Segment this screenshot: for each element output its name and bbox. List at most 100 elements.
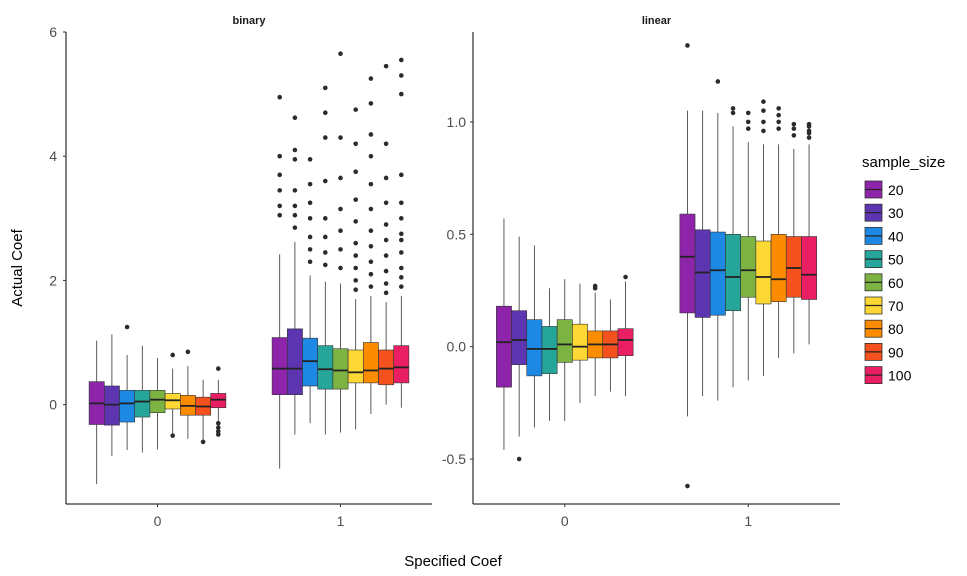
outlier-point [216, 432, 221, 437]
outlier-point [170, 433, 175, 438]
legend-label: 90 [888, 344, 904, 360]
outlier-point [338, 135, 343, 140]
outlier-point [338, 228, 343, 234]
legend-label: 50 [888, 252, 904, 268]
y-tick-label: 0 [49, 397, 57, 413]
legend-items: 20 30 40 50 60 70 80 90 100 [864, 180, 912, 385]
box-body [332, 348, 349, 390]
outlier-point [399, 231, 404, 237]
outlier-point [277, 212, 283, 218]
box-body [740, 236, 757, 298]
box-1-60 [740, 110, 757, 381]
box-body [302, 337, 318, 387]
outlier-point [368, 259, 374, 265]
box-1-90 [378, 63, 394, 405]
outlier-point [185, 349, 191, 355]
panel-binary: binary 0 2 4 6 0 1 [49, 15, 432, 529]
box-body [393, 345, 410, 384]
outlier-point [353, 169, 359, 175]
x-tick-label: 1 [744, 513, 752, 529]
box-body [785, 236, 802, 298]
legend-item-100: 100 [864, 366, 912, 385]
outlier-point [307, 247, 313, 252]
box-body [286, 328, 303, 395]
box-0-60 [556, 279, 573, 421]
box-0-90 [195, 379, 211, 445]
outlier-point [745, 119, 751, 125]
box-body [556, 319, 573, 363]
outlier-point [323, 262, 328, 268]
outlier-point [383, 200, 389, 206]
outlier-point [761, 99, 766, 104]
outlier-point [399, 284, 404, 289]
outlier-point [323, 110, 328, 116]
outlier-point [383, 175, 389, 181]
outlier-point [307, 181, 313, 187]
box-1-70 [347, 107, 364, 430]
outlier-point [383, 268, 389, 274]
outlier-point [338, 51, 343, 57]
outlier-point [353, 253, 359, 258]
box-0-50 [134, 345, 151, 453]
panel-title: linear [642, 15, 672, 27]
box-1-80 [362, 76, 379, 414]
legend-item-20: 20 [864, 180, 904, 199]
legend-label: 20 [888, 182, 904, 198]
box-body [755, 240, 772, 305]
outlier-point [216, 425, 221, 430]
outlier-point [170, 352, 175, 358]
outlier-point [353, 287, 359, 293]
outlier-point [791, 121, 797, 127]
outlier-point [277, 153, 283, 159]
outlier-point [368, 153, 374, 159]
box-body [572, 323, 588, 361]
box-body [317, 345, 334, 390]
outlier-point [368, 76, 374, 81]
box-0-80 [180, 349, 196, 439]
outlier-point [292, 157, 298, 162]
outlier-point [383, 237, 389, 243]
outlier-point [216, 366, 221, 371]
outlier-point [307, 157, 313, 162]
outlier-point [338, 265, 343, 271]
outlier-point [383, 253, 389, 258]
outlier-point [399, 216, 404, 221]
outlier-point [685, 483, 690, 489]
panels-layer: binary 0 2 4 6 0 1 linear -0.5 0.0 0.5 1.0 0 1 [49, 15, 840, 529]
outlier-point [761, 108, 766, 113]
box-body [210, 393, 227, 409]
box-body [511, 310, 528, 365]
legend-label: 40 [888, 228, 904, 244]
box-body [694, 229, 711, 318]
box-0-90 [602, 299, 619, 392]
box-body [541, 326, 558, 374]
outlier-point [216, 420, 221, 426]
outlier-point [368, 228, 374, 234]
box-body [617, 328, 634, 356]
y-tick-label: 2 [49, 272, 57, 288]
box-body [104, 385, 120, 426]
box-1-90 [785, 121, 802, 354]
outlier-point [623, 274, 628, 280]
outlier-point [277, 188, 283, 193]
x-axis-title: Specified Coef [404, 553, 502, 570]
outlier-point [715, 79, 721, 84]
legend-item-70: 70 [864, 296, 904, 315]
box-0-100 [617, 274, 634, 397]
outlier-point [277, 203, 283, 209]
box-1-40 [302, 157, 318, 424]
box-body [362, 342, 379, 384]
outlier-point [383, 281, 389, 286]
outlier-point [323, 216, 328, 221]
box-body [801, 236, 817, 300]
box-1-100 [801, 121, 817, 345]
outlier-point [399, 172, 404, 178]
box-0-50 [541, 288, 558, 421]
outlier-point [791, 126, 797, 131]
outlier-point [200, 439, 206, 445]
outlier-point [307, 234, 313, 240]
box-body [770, 233, 787, 303]
outlier-point [323, 234, 328, 240]
box-body [378, 349, 394, 386]
